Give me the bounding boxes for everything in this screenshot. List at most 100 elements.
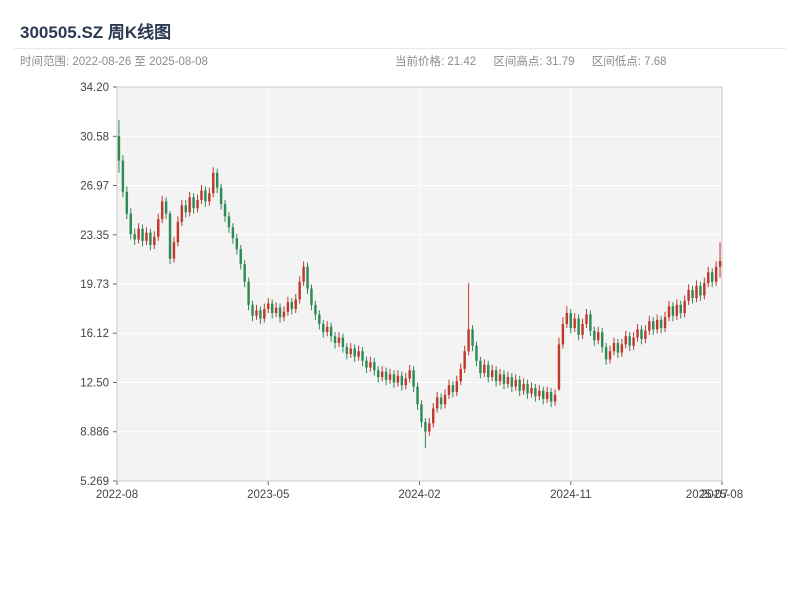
candle-body <box>703 283 706 296</box>
candle-body <box>235 238 239 250</box>
candle-body <box>274 307 278 314</box>
candle-body <box>487 364 490 378</box>
candle-body <box>432 408 435 424</box>
candle-body <box>204 190 207 202</box>
candle-body <box>608 351 612 360</box>
y-tick-label: 16.12 <box>80 328 109 340</box>
candle-body <box>380 371 384 378</box>
candle-body <box>483 364 486 373</box>
candle-body <box>451 385 455 393</box>
candle-body <box>671 306 675 316</box>
candle-body <box>707 272 710 284</box>
candle-body <box>145 232 148 241</box>
y-tick-label: 23.35 <box>80 230 109 242</box>
candle-body <box>369 362 372 368</box>
candle-body <box>404 378 407 386</box>
y-tick-label: 26.97 <box>80 180 109 192</box>
candle-body <box>675 304 679 316</box>
candle-body <box>447 385 451 395</box>
candle-body <box>290 302 294 309</box>
candle-body <box>333 336 337 344</box>
candle-body <box>589 314 592 331</box>
candle-body <box>117 136 121 161</box>
candle-body <box>522 383 525 391</box>
candle-body <box>475 345 478 361</box>
candle-body <box>479 360 482 373</box>
candle-body <box>597 332 600 341</box>
candle-body <box>428 423 431 432</box>
candle-body <box>636 329 639 338</box>
candle-body <box>514 379 517 387</box>
candle-body <box>549 392 553 402</box>
candle-body <box>388 374 392 380</box>
candle-body <box>184 205 187 213</box>
candle-body <box>310 288 313 305</box>
candle-body <box>663 317 667 329</box>
candle-body <box>526 383 529 394</box>
candle-body <box>153 236 156 245</box>
candle-body <box>164 201 168 214</box>
candle-body <box>604 347 608 360</box>
candle-body <box>337 337 341 344</box>
candle-body <box>553 394 557 402</box>
candle-body <box>314 304 317 315</box>
candle-body <box>149 232 152 245</box>
candle-body <box>585 314 588 324</box>
candle-body <box>267 303 270 309</box>
candle-body <box>294 299 297 309</box>
candle-body <box>652 321 655 330</box>
candle-body <box>691 289 694 299</box>
candle-body <box>133 234 136 240</box>
y-tick-label: 5.269 <box>80 476 109 488</box>
y-tick-label: 12.50 <box>80 378 109 390</box>
candle-body <box>168 213 172 259</box>
candle-body <box>392 374 396 383</box>
candle-body <box>416 386 419 405</box>
candle-body <box>357 351 360 357</box>
candle-body <box>180 205 184 222</box>
candle-body <box>679 304 682 314</box>
candle-body <box>494 370 498 382</box>
candle-body <box>223 204 227 217</box>
candle-body <box>490 370 494 378</box>
candle-body <box>459 368 462 382</box>
candle-body <box>239 249 242 265</box>
candle-body <box>219 187 223 205</box>
candle-body <box>561 323 565 345</box>
candle-body <box>353 348 356 357</box>
candle-body <box>612 343 616 352</box>
candle-body <box>644 330 647 339</box>
candle-body <box>255 310 258 316</box>
candle-body <box>408 370 411 379</box>
current-price-stat: 当前价格: 21.42 <box>395 56 477 68</box>
candle-body <box>577 318 580 335</box>
candle-body <box>243 264 246 282</box>
candle-body <box>176 221 180 243</box>
candle-body <box>278 307 282 318</box>
candle-body <box>377 370 380 378</box>
candle-body <box>188 197 191 213</box>
candle-body <box>125 191 129 214</box>
candle-body <box>247 281 250 305</box>
candle-body <box>325 326 329 333</box>
candle-body <box>439 397 443 405</box>
candle-body <box>538 390 541 397</box>
y-tick-label: 8.886 <box>80 427 109 439</box>
candle-body <box>506 377 510 384</box>
price-stats: 当前价格: 21.42 区间高点: 31.79 区间低点: 7.68 <box>395 53 681 69</box>
candle-body <box>510 377 514 387</box>
date-range-label: 时间范围: 2022-08-26 至 2025-08-08 <box>20 56 208 68</box>
candle-body <box>542 390 545 399</box>
x-tick-label: 2023-05 <box>247 489 289 501</box>
candle-body <box>141 228 144 241</box>
candle-body <box>160 201 164 220</box>
candle-body <box>655 319 659 330</box>
candle-body <box>455 381 459 393</box>
candle-body <box>412 370 415 387</box>
candle-body <box>581 323 584 335</box>
candle-body <box>667 306 671 318</box>
candle-body <box>420 404 423 423</box>
candle-body <box>157 219 160 237</box>
